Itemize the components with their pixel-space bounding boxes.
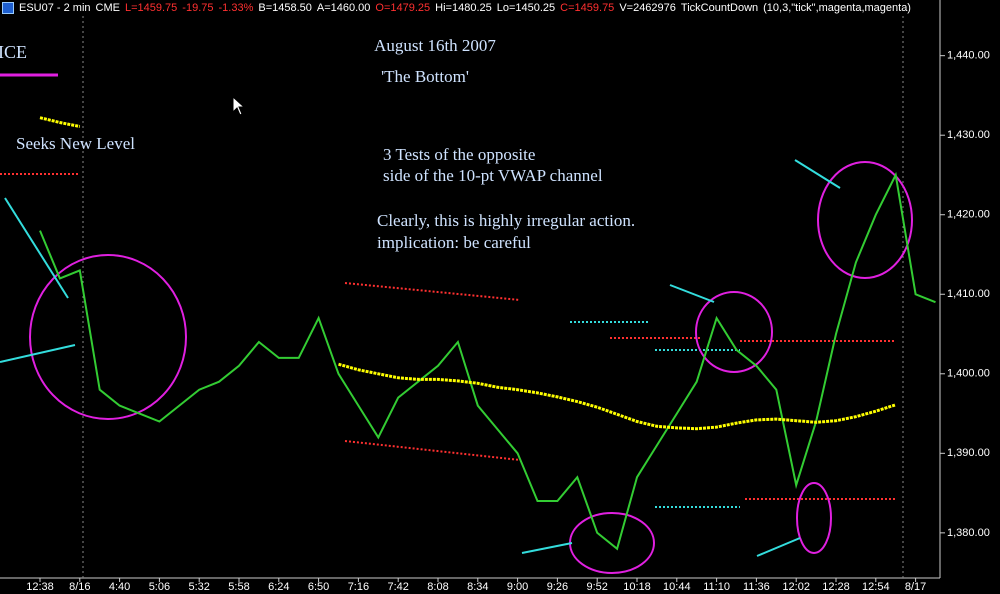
annotation: Clearly, this is highly irregular action… bbox=[377, 211, 635, 230]
y-tick-label: 1,440.00 bbox=[947, 50, 990, 62]
x-tick-label: 8:08 bbox=[427, 581, 448, 593]
x-tick-label: 12:02 bbox=[782, 581, 810, 593]
quote-field: (10,3,"tick",magenta,magenta) bbox=[763, 2, 911, 14]
x-tick-label: 5:06 bbox=[149, 581, 170, 593]
y-tick-label: 1,430.00 bbox=[947, 129, 990, 141]
mouse-cursor bbox=[232, 95, 246, 116]
x-tick-label: 5:58 bbox=[228, 581, 249, 593]
x-tick-label: 9:00 bbox=[507, 581, 528, 593]
x-tick-label: 7:16 bbox=[348, 581, 369, 593]
x-tick-label: 12:54 bbox=[862, 581, 890, 593]
chart-title: August 16th 2007 bbox=[374, 36, 496, 55]
quote-field: B=1458.50 bbox=[258, 2, 312, 14]
quote-field: O=1479.25 bbox=[375, 2, 431, 14]
y-tick-label: 1,380.00 bbox=[947, 527, 990, 539]
quote-field: Hi=1480.25 bbox=[435, 2, 492, 14]
annotation: implication: be careful bbox=[377, 233, 531, 252]
vwap-line bbox=[39, 116, 897, 431]
x-tick-label: 6:50 bbox=[308, 581, 329, 593]
chart-subtitle: 'The Bottom' bbox=[381, 67, 469, 86]
symbol-icon bbox=[2, 2, 14, 14]
x-tick-label: 12:38 bbox=[26, 581, 54, 593]
quote-field: C=1459.75 bbox=[560, 2, 615, 14]
quote-field: V=2462976 bbox=[619, 2, 676, 14]
x-tick-label: 12:28 bbox=[822, 581, 850, 593]
x-tick-label: 9:26 bbox=[547, 581, 568, 593]
x-tick-label: 4:40 bbox=[109, 581, 130, 593]
quote-field: -19.75 bbox=[182, 2, 214, 14]
annotation: side of the 10-pt VWAP channel bbox=[383, 166, 603, 185]
price-line bbox=[39, 171, 936, 551]
indicator-label: ICE bbox=[0, 42, 27, 62]
x-tick-label: 8/16 bbox=[69, 581, 90, 593]
y-tick-label: 1,400.00 bbox=[947, 368, 990, 380]
y-tick-label: 1,420.00 bbox=[947, 209, 990, 221]
price-axis-panel bbox=[940, 0, 1000, 594]
quote-field: TickCountDown bbox=[680, 2, 759, 14]
x-tick-label: 7:42 bbox=[387, 581, 408, 593]
quote-field: Lo=1450.25 bbox=[496, 2, 556, 14]
annotation: Seeks New Level bbox=[16, 134, 135, 153]
x-tick-label: 11:10 bbox=[703, 581, 730, 593]
quote-header: ESU07 - 2 min CME L=1459.75 -19.75 -1.33% B=1… bbox=[0, 0, 911, 16]
x-tick-label: 10:18 bbox=[623, 581, 651, 593]
x-tick-label: 5:32 bbox=[188, 581, 209, 593]
x-tick-label: 9:52 bbox=[586, 581, 607, 593]
x-tick-label: 11:36 bbox=[743, 581, 770, 593]
quote-field: CME bbox=[95, 2, 120, 14]
quote-field: -1.33% bbox=[218, 2, 254, 14]
y-tick-label: 1,410.00 bbox=[947, 288, 990, 300]
quote-field: A=1460.00 bbox=[316, 2, 371, 14]
annotation: 3 Tests of the opposite bbox=[383, 145, 535, 164]
x-tick-label: 8:34 bbox=[467, 581, 488, 593]
x-tick-label: 8/17 bbox=[905, 581, 926, 593]
y-tick-label: 1,390.00 bbox=[947, 447, 990, 459]
x-tick-label: 6:24 bbox=[268, 581, 289, 593]
channel-levels bbox=[0, 173, 895, 508]
quote-field: L=1459.75 bbox=[124, 2, 178, 14]
x-tick-label: 10:44 bbox=[663, 581, 691, 593]
test-markers bbox=[0, 73, 913, 574]
quote-field: ESU07 - 2 min bbox=[19, 2, 91, 14]
